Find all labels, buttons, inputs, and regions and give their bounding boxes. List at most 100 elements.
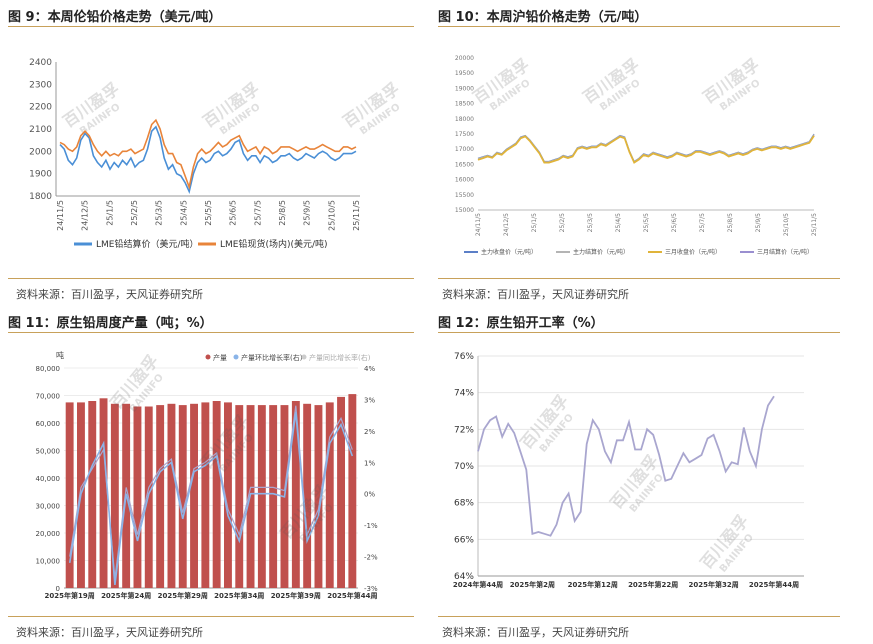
bar-41 bbox=[314, 405, 323, 588]
x-tick-label: 2025年第39周 bbox=[271, 591, 321, 600]
x-tick-label: 25/3/5 bbox=[587, 213, 594, 232]
y-tick-label: 18500 bbox=[455, 101, 474, 108]
bar-39 bbox=[291, 401, 300, 588]
x-tick-label: 25/4/5 bbox=[615, 213, 622, 232]
y-tick-label: 72% bbox=[454, 425, 474, 435]
y-tick-label: 0 bbox=[56, 585, 60, 593]
fig9-chart: 1800 1900 2000 2100 2200 2300 2400 24/11/5 24/12… bbox=[29, 58, 403, 250]
bar-42 bbox=[325, 402, 334, 588]
bar-28 bbox=[167, 403, 176, 589]
fig11-chart: 吨 0 10,000 20,000 30,000 40,000 50,000 60,000 70… bbox=[36, 350, 378, 600]
legend-marker bbox=[233, 354, 239, 360]
legend-marker bbox=[205, 354, 211, 360]
x-tick-label: 24/12/5 bbox=[503, 213, 510, 236]
x-tick-label: 24/12/5 bbox=[81, 200, 90, 231]
x-tick-label: 25/1/5 bbox=[531, 213, 538, 232]
fig10-chart: 15000 15500 16000 16500 17000 17500 18000 18500… bbox=[455, 55, 818, 256]
bar-37 bbox=[269, 405, 278, 588]
bar-23 bbox=[110, 403, 119, 589]
y-tick-label: 10,000 bbox=[36, 558, 61, 566]
y-tick-label: 16500 bbox=[455, 161, 474, 168]
y-tick-label: 64% bbox=[454, 572, 474, 582]
legend-label: 三月结算价（元/吨） bbox=[757, 248, 813, 256]
x-tick-label: 25/2/5 bbox=[130, 200, 139, 226]
x-tick-label: 2025年第22周 bbox=[628, 580, 678, 589]
legend-label: 产量 bbox=[213, 353, 227, 362]
x-tick-label: 25/7/5 bbox=[253, 200, 262, 226]
x-tick-label: 2025年第44周 bbox=[327, 591, 377, 600]
bar-30 bbox=[190, 403, 198, 589]
series-line-yellow bbox=[477, 135, 815, 164]
y-tick-label: 15500 bbox=[455, 192, 474, 199]
y-tick-label: 19500 bbox=[455, 70, 474, 77]
y-axis-unit: 吨 bbox=[56, 350, 64, 360]
y-tick-label: 76% bbox=[454, 352, 474, 362]
bar-44 bbox=[348, 394, 357, 588]
y-tick-label: 18000 bbox=[455, 116, 474, 123]
fig12-bottom-rule bbox=[438, 616, 840, 617]
x-tick-label: 25/5/5 bbox=[643, 213, 650, 232]
operating-rate-line bbox=[477, 395, 775, 537]
y-tick-label: 15000 bbox=[455, 207, 474, 214]
y-tick-label: 50,000 bbox=[36, 448, 61, 456]
y-tick-label: 68% bbox=[454, 499, 474, 509]
bar-25 bbox=[133, 406, 142, 588]
bar-34 bbox=[235, 405, 244, 588]
x-tick-label: 25/9/5 bbox=[303, 200, 312, 226]
bar-43 bbox=[337, 396, 345, 588]
x-tick-label: 24/11/5 bbox=[56, 200, 65, 231]
x-tick-label: 2025年第19周 bbox=[45, 591, 95, 600]
fig11-title-rule bbox=[8, 332, 414, 333]
y-tick-label: 2200 bbox=[29, 103, 52, 113]
legend-label: LME铅结算价（美元/吨） bbox=[96, 238, 199, 250]
fig11-title: 图 11：原生铅周度产量（吨；%） bbox=[8, 316, 213, 331]
x-tick-label: 25/3/5 bbox=[155, 200, 164, 226]
x-tick-label: 25/11/5 bbox=[352, 200, 361, 231]
bar-36 bbox=[257, 405, 266, 588]
x-tick-label: 25/8/5 bbox=[727, 213, 734, 232]
fig10-bottom-rule bbox=[438, 278, 840, 279]
y2-tick-label: 4% bbox=[364, 365, 375, 373]
fig11-source: 资料来源：百川盈孚，天风证券研究所 bbox=[16, 626, 203, 639]
fig12-title: 图 12：原生铅开工率（%） bbox=[438, 316, 604, 331]
y-tick-label: 20,000 bbox=[36, 530, 61, 538]
y-tick-label: 74% bbox=[454, 389, 474, 399]
bar-19 bbox=[65, 402, 74, 588]
x-tick-label: 25/8/5 bbox=[278, 200, 287, 226]
fig11-bottom-rule bbox=[8, 616, 414, 617]
x-tick-label: 2025年第12周 bbox=[568, 580, 618, 589]
fig12-title-rule bbox=[438, 332, 840, 333]
y-tick-label: 2100 bbox=[29, 125, 52, 135]
x-tick-label: 2025年第2周 bbox=[510, 580, 555, 589]
series-line-orange bbox=[59, 118, 357, 191]
legend-label: 三月收盘价（元/吨） bbox=[665, 248, 721, 256]
fig9-bottom-rule bbox=[8, 278, 414, 279]
legend-label: 产量环比增长率(右) bbox=[241, 353, 303, 362]
x-tick-label: 25/7/5 bbox=[699, 213, 706, 232]
y2-tick-label: 1% bbox=[364, 459, 375, 467]
x-tick-label: 25/10/5 bbox=[327, 200, 336, 231]
bar-40 bbox=[303, 403, 312, 589]
y2-tick-label: 0% bbox=[364, 491, 375, 499]
x-tick-label: 25/10/5 bbox=[783, 213, 790, 236]
x-tick-label: 2025年第44周 bbox=[749, 580, 799, 589]
legend-label: LME铅现货(场内)(美元/吨) bbox=[220, 238, 328, 250]
y2-tick-label: 2% bbox=[364, 428, 375, 436]
fig9-source: 资料来源：百川盈孚，天风证券研究所 bbox=[16, 288, 203, 301]
x-tick-label: 2025年第29周 bbox=[158, 591, 208, 600]
x-tick-label: 25/4/5 bbox=[179, 200, 188, 226]
y-tick-label: 70% bbox=[454, 462, 474, 472]
legend-label: 产量同比增长率(右) bbox=[309, 353, 371, 362]
y2-tick-label: -2% bbox=[364, 554, 378, 562]
y-tick-label: 80,000 bbox=[36, 365, 61, 373]
y-tick-label: 17000 bbox=[455, 146, 474, 153]
fig10-source: 资料来源：百川盈孚，天风证券研究所 bbox=[442, 288, 629, 301]
bar-22 bbox=[99, 398, 108, 589]
y2-tick-label: 3% bbox=[364, 396, 375, 404]
legend-marker bbox=[301, 354, 307, 360]
